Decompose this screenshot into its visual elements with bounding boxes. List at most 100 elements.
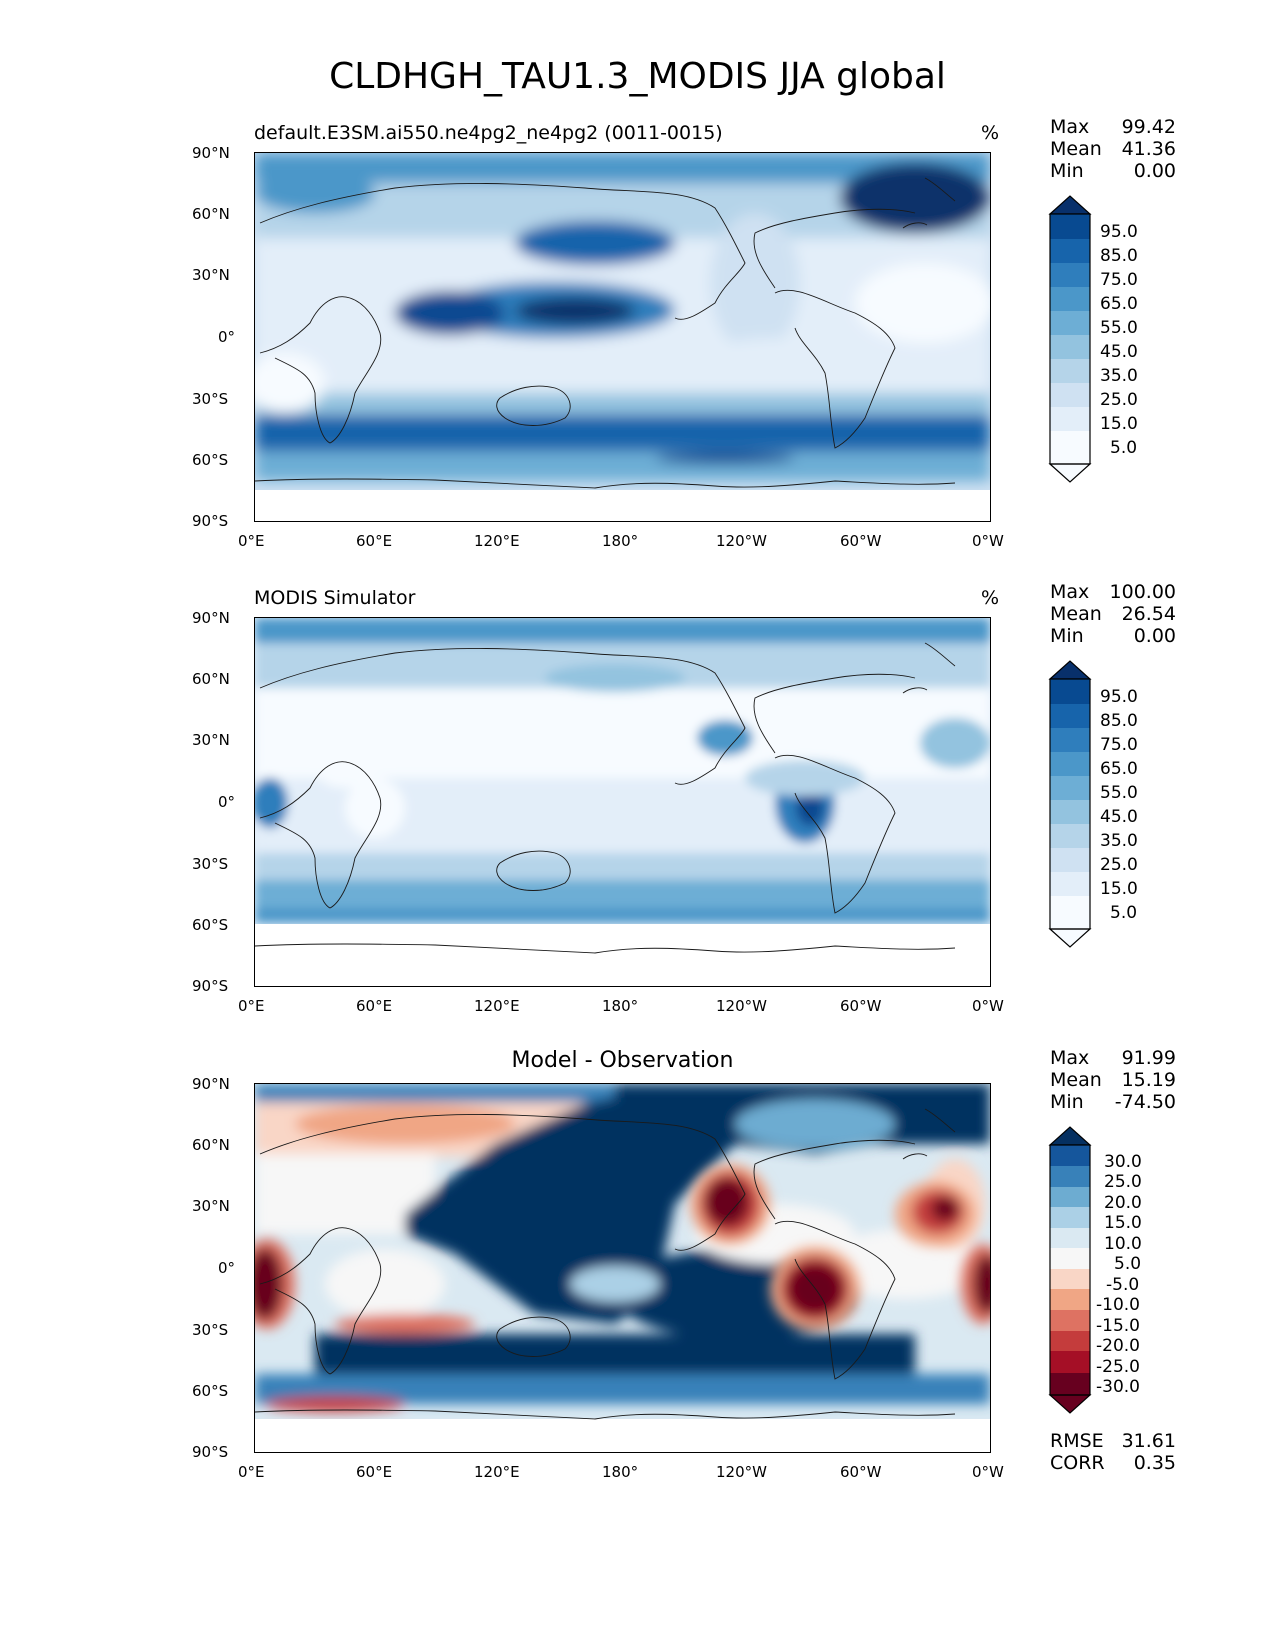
colorbar-label: 55.0 <box>1100 783 1138 803</box>
peru-stratocumulus <box>775 763 835 843</box>
x-tick: 60°E <box>356 532 393 550</box>
stat-label: Min <box>1050 160 1084 182</box>
stat-label: Min <box>1050 625 1084 647</box>
map-frame <box>254 1083 991 1453</box>
colorbar-label: 5.0 <box>1110 438 1138 458</box>
panel-title: MODIS Simulator <box>254 587 416 609</box>
colorbar <box>1048 1126 1092 1414</box>
colorbar-label: 95.0 <box>1100 222 1138 242</box>
namibia-stratocumulus <box>255 778 288 828</box>
x-tick: 60°E <box>356 997 393 1015</box>
y-tick: 60°N <box>192 205 230 223</box>
colorbar-label: 45.0 <box>1100 807 1138 827</box>
difference-map <box>255 1084 990 1452</box>
x-tick: 60°W <box>840 997 882 1015</box>
metric-value: 0.35 <box>1133 1452 1176 1474</box>
peru-deficit <box>789 1265 841 1313</box>
colorbar-label: 25.0 <box>1100 390 1138 410</box>
colorbar-label: 25.0 <box>1100 855 1138 875</box>
x-tick: 60°W <box>840 532 882 550</box>
colorbar-label: 15.0 <box>1100 414 1138 434</box>
x-tick: 0°W <box>972 532 1004 550</box>
colorbar-label: 75.0 <box>1100 270 1138 290</box>
stats-block: Max 99.42 Mean 41.36 Min 0.00 <box>1050 116 1176 182</box>
colorbar-label: 25.0 <box>1104 1172 1142 1192</box>
colorbar-label: 75.0 <box>1100 735 1138 755</box>
colorbar-label: 35.0 <box>1100 831 1138 851</box>
stats-block: Max 100.00 Mean 26.54 Min 0.00 <box>1050 581 1176 647</box>
north-atlantic-track <box>840 163 990 233</box>
y-tick: 90°S <box>192 512 229 530</box>
colorbar-label: 35.0 <box>1100 366 1138 386</box>
northern-band <box>255 183 990 238</box>
subtropics-band <box>255 688 990 778</box>
northern-band <box>255 643 990 688</box>
y-tick: 90°S <box>192 1443 229 1461</box>
colorbar-label: 65.0 <box>1100 294 1138 314</box>
x-tick: 60°W <box>840 1463 882 1481</box>
monsoon-area <box>435 282 675 338</box>
stat-label: Mean <box>1050 138 1102 160</box>
y-tick: 60°N <box>192 670 230 688</box>
y-tick: 90°S <box>192 977 229 995</box>
subtropics-band <box>255 238 990 328</box>
x-tick: 0°W <box>972 1463 1004 1481</box>
antarctic-deficit <box>265 1396 405 1412</box>
california-stratocumulus <box>697 720 753 756</box>
metrics-block: RMSE 31.61 CORR 0.35 <box>1050 1430 1176 1474</box>
y-tick: 30°S <box>192 390 229 408</box>
stat-value: 91.99 <box>1121 1047 1176 1069</box>
map-frame <box>254 617 991 987</box>
colorbar-label: -30.0 <box>1096 1377 1140 1397</box>
map-frame <box>254 152 991 522</box>
colorbar-label: 5.0 <box>1114 1254 1142 1274</box>
south-indian-deficit <box>335 1314 475 1334</box>
california-deficit <box>705 1178 749 1226</box>
colorbar-label: 85.0 <box>1100 246 1138 266</box>
southern-ocean-positive-bias <box>315 1334 915 1379</box>
y-tick: 30°S <box>192 1321 229 1339</box>
stat-value: 15.19 <box>1121 1069 1176 1091</box>
stat-label: Max <box>1050 1047 1090 1069</box>
y-tick: 30°N <box>192 266 230 284</box>
model-map <box>255 153 990 521</box>
colorbar-label: -25.0 <box>1096 1357 1140 1377</box>
colorbar-label: -20.0 <box>1096 1336 1140 1356</box>
colorbar <box>1048 195 1092 483</box>
x-tick: 120°E <box>474 1463 520 1481</box>
namibia-deficit <box>255 1248 283 1320</box>
figure-title: CLDHGH_TAU1.3_MODIS JJA global <box>329 56 946 97</box>
stat-value: 0.00 <box>1133 160 1176 182</box>
y-tick: 0° <box>218 328 236 346</box>
siberian-deficit <box>255 1102 585 1157</box>
colorbar-label: 5.0 <box>1110 903 1138 923</box>
y-tick: 60°S <box>192 916 229 934</box>
stat-value: -74.50 <box>1114 1091 1176 1113</box>
coastlines <box>255 642 956 954</box>
storm-track-south <box>255 880 990 920</box>
stat-value: 26.54 <box>1121 603 1176 625</box>
stat-value: 99.42 <box>1121 116 1176 138</box>
y-tick: 60°S <box>192 1382 229 1400</box>
y-tick: 60°S <box>192 451 229 469</box>
metric-value: 31.61 <box>1121 1430 1176 1452</box>
panel-title: default.E3SM.ai550.ne4pg2_ne4pg2 (0011-0… <box>254 122 723 144</box>
colorbar-label: 10.0 <box>1104 1234 1142 1254</box>
stat-value: 0.00 <box>1133 625 1176 647</box>
missing-data-antarctica <box>255 1419 990 1452</box>
colorbar-label: 30.0 <box>1104 1152 1142 1172</box>
storm-track-south <box>255 415 990 467</box>
midlat-south <box>255 393 990 423</box>
background-field <box>255 153 990 521</box>
x-tick: 0°W <box>972 997 1004 1015</box>
x-tick: 0°E <box>238 1463 265 1481</box>
colorbar-label: 20.0 <box>1104 1193 1142 1213</box>
antarctic-edge <box>255 451 990 481</box>
north-pacific-track <box>515 221 675 265</box>
colorbar-label: -5.0 <box>1106 1275 1140 1295</box>
background-field <box>255 618 990 986</box>
stat-value: 100.00 <box>1109 581 1176 603</box>
stat-label: Min <box>1050 1091 1084 1113</box>
x-tick: 0°E <box>238 997 265 1015</box>
